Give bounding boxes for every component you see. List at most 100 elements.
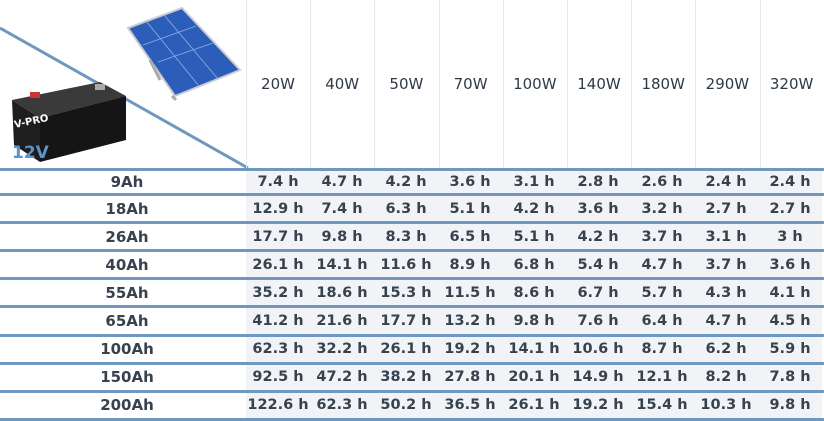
runtime-cell: 7.4 h — [310, 196, 374, 222]
table-row: 26Ah 17.7 h 9.8 h 8.3 h 6.5 h 5.1 h 4.2 h 3.7 h… — [0, 224, 824, 253]
column-header: 100W — [513, 75, 557, 93]
column-divider — [759, 0, 761, 168]
column-divider — [631, 0, 633, 168]
row-label: 150Ah — [100, 368, 154, 387]
runtime-cell: 15.3 h — [374, 280, 438, 306]
runtime-cell: 11.5 h — [438, 280, 502, 306]
table-row: 65Ah 41.2 h 21.6 h 17.7 h 13.2 h 9.8 h 7.6 h 6.… — [0, 308, 824, 337]
runtime-cell: 92.5 h — [246, 364, 310, 390]
runtime-cell: 21.6 h — [310, 308, 374, 334]
runtime-cell: 8.3 h — [374, 224, 438, 250]
runtime-cell: 3.6 h — [438, 171, 502, 194]
runtime-cell: 62.3 h — [310, 392, 374, 418]
row-label: 65Ah — [105, 312, 149, 331]
runtime-cell: 14.9 h — [566, 364, 630, 390]
runtime-cell: 14.1 h — [310, 252, 374, 278]
runtime-cell: 6.4 h — [630, 308, 694, 334]
column-divider — [246, 0, 247, 168]
row-label: 18Ah — [105, 199, 149, 218]
runtime-cell: 7.8 h — [758, 364, 822, 390]
runtime-cell: 2.8 h — [566, 171, 630, 194]
runtime-cell: 9.8 h — [310, 224, 374, 250]
table-row: 100Ah 62.3 h 32.2 h 26.1 h 19.2 h 14.1 h 10.6 … — [0, 336, 824, 365]
runtime-cell: 10.3 h — [694, 392, 758, 418]
runtime-cell: 3.6 h — [758, 252, 822, 278]
runtime-cell: 38.2 h — [374, 364, 438, 390]
column-header: 180W — [641, 75, 685, 93]
runtime-cell: 4.2 h — [502, 196, 566, 222]
runtime-table: 9Ah 7.4 h 4.7 h 4.2 h 3.6 h 3.1 h 2.8 h 2.6 h 2.… — [0, 168, 824, 421]
column-divider — [374, 0, 376, 168]
runtime-cell: 6.7 h — [566, 280, 630, 306]
column-divider — [310, 0, 312, 168]
runtime-cell: 9.8 h — [758, 392, 822, 418]
solar-panel-icon — [126, 6, 242, 102]
runtime-cell: 13.2 h — [438, 308, 502, 334]
row-label: 26Ah — [105, 227, 149, 246]
runtime-cell: 4.7 h — [310, 171, 374, 194]
runtime-cell: 2.7 h — [694, 196, 758, 222]
table-row: 55Ah 35.2 h 18.6 h 15.3 h 11.5 h 8.6 h 6.7 h 5.… — [0, 280, 824, 309]
row-label: 9Ah — [110, 173, 144, 192]
column-header: 140W — [577, 75, 621, 93]
runtime-cell: 26.1 h — [502, 392, 566, 418]
runtime-cell: 26.1 h — [374, 336, 438, 362]
runtime-cell: 11.6 h — [374, 252, 438, 278]
column-divider — [502, 0, 504, 168]
runtime-cell: 8.7 h — [630, 336, 694, 362]
runtime-cell: 4.7 h — [630, 252, 694, 278]
runtime-cell: 7.4 h — [246, 171, 310, 194]
runtime-cell: 5.9 h — [758, 336, 822, 362]
row-label: 40Ah — [105, 255, 149, 274]
runtime-cell: 5.4 h — [566, 252, 630, 278]
table-header: V-PRO 12V 20W 40W 50W 70W 100W 140W 180W 290W 32… — [0, 0, 824, 168]
column-divider — [695, 0, 697, 168]
runtime-cell: 20.1 h — [502, 364, 566, 390]
runtime-cell: 7.6 h — [566, 308, 630, 334]
runtime-cell: 6.8 h — [502, 252, 566, 278]
row-label: 200Ah — [100, 396, 154, 415]
column-header: 70W — [453, 75, 488, 93]
runtime-cell: 62.3 h — [246, 336, 310, 362]
runtime-cell: 3 h — [758, 224, 822, 250]
runtime-cell: 3.6 h — [566, 196, 630, 222]
runtime-cell: 3.7 h — [630, 224, 694, 250]
runtime-cell: 50.2 h — [374, 392, 438, 418]
runtime-cell: 4.7 h — [694, 308, 758, 334]
table-row: 9Ah 7.4 h 4.7 h 4.2 h 3.6 h 3.1 h 2.8 h 2.6 h 2.… — [0, 168, 824, 197]
column-header: 40W — [325, 75, 360, 93]
runtime-cell: 19.2 h — [566, 392, 630, 418]
runtime-cell: 35.2 h — [246, 280, 310, 306]
runtime-cell: 17.7 h — [374, 308, 438, 334]
runtime-cell: 4.2 h — [566, 224, 630, 250]
runtime-cell: 8.2 h — [694, 364, 758, 390]
runtime-cell: 41.2 h — [246, 308, 310, 334]
table-row: 18Ah 12.9 h 7.4 h 6.3 h 5.1 h 4.2 h 3.6 h 3.2 h… — [0, 196, 824, 225]
header-graphics: V-PRO — [0, 6, 249, 168]
runtime-cell: 2.4 h — [694, 171, 758, 194]
runtime-cell: 6.5 h — [438, 224, 502, 250]
runtime-cell: 12.9 h — [246, 196, 310, 222]
row-label: 100Ah — [100, 340, 154, 359]
runtime-cell: 18.6 h — [310, 280, 374, 306]
runtime-cell: 6.3 h — [374, 196, 438, 222]
runtime-cell: 5.1 h — [502, 224, 566, 250]
runtime-cell: 9.8 h — [502, 308, 566, 334]
column-header: 290W — [705, 75, 750, 93]
column-header: 20W — [261, 75, 295, 93]
table-row: 150Ah 92.5 h 47.2 h 38.2 h 27.8 h 20.1 h 14.9 … — [0, 364, 824, 393]
runtime-cell: 3.7 h — [694, 252, 758, 278]
runtime-cell: 12.1 h — [630, 364, 694, 390]
runtime-cell: 19.2 h — [438, 336, 502, 362]
runtime-cell: 27.8 h — [438, 364, 502, 390]
column-header: 50W — [389, 75, 424, 93]
runtime-cell: 4.5 h — [758, 308, 822, 334]
runtime-cell: 14.1 h — [502, 336, 566, 362]
runtime-cell: 26.1 h — [246, 252, 310, 278]
runtime-cell: 15.4 h — [630, 392, 694, 418]
battery-icon: V-PRO — [12, 82, 126, 162]
column-divider — [438, 0, 440, 168]
runtime-cell: 2.4 h — [758, 171, 822, 194]
column-header: 320W — [769, 75, 814, 93]
runtime-cell: 2.6 h — [630, 171, 694, 194]
